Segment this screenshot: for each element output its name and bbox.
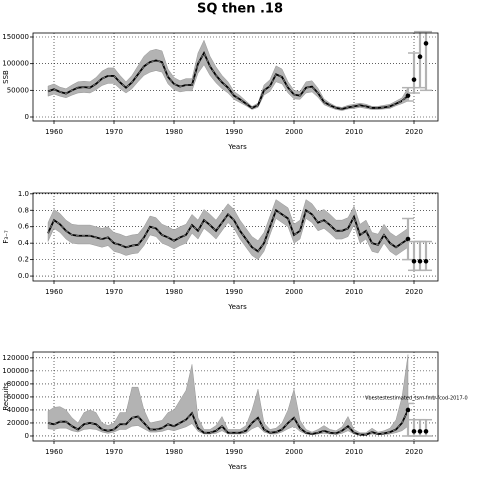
- projection-point: [423, 41, 429, 46]
- y-tick-label: 0.0: [18, 272, 29, 280]
- x-tick-label: 1960: [45, 448, 63, 456]
- projection-point: [411, 258, 417, 264]
- x-axis-label: Years: [227, 143, 247, 151]
- y-tick-label: 1.0: [18, 190, 29, 198]
- x-tick-label: 1990: [225, 448, 243, 456]
- y-tick-label: 100000: [2, 367, 29, 375]
- x-tick-label: 1980: [165, 448, 183, 456]
- projection-point: [417, 54, 423, 60]
- y-tick-label: 0.4: [18, 239, 30, 247]
- y-tick-label: 80000: [7, 380, 29, 388]
- projection-point: [423, 258, 429, 264]
- x-axis-label: Years: [227, 463, 247, 471]
- projection-point: [423, 429, 429, 434]
- plot-frame: [32, 192, 439, 282]
- x-tick-label: 2020: [405, 128, 423, 136]
- y-tick-label: 0.6: [18, 223, 30, 231]
- y-tick-label: 120000: [2, 354, 29, 362]
- y-tick-label: 20000: [7, 419, 29, 427]
- y-tick-label: 0.2: [18, 256, 29, 264]
- projection-point: [405, 93, 411, 98]
- x-axis-label: Years: [227, 303, 247, 311]
- x-tick-label: 1980: [165, 288, 183, 296]
- x-tick-label: 2000: [285, 128, 303, 136]
- y-axis-label: SSB: [2, 70, 10, 84]
- y-tick-label: 60000: [7, 393, 29, 401]
- plot-frame: [32, 351, 439, 442]
- median-line-dash: [47, 209, 409, 252]
- y-tick-label: 0.8: [18, 206, 29, 214]
- y-tick-label: 150000: [2, 33, 29, 41]
- panel: 1960 1970 1980 1990 2000 2010 2020 0 20000 40000 6…: [2, 351, 468, 471]
- projection-point: [405, 407, 411, 413]
- x-tick-label: 2020: [405, 448, 423, 456]
- y-axis-label: Recruits: [2, 382, 10, 411]
- x-tick-label: 2020: [405, 288, 423, 296]
- y-tick-label: 0: [25, 432, 29, 440]
- x-tick-label: 1980: [165, 128, 183, 136]
- x-tick-label: 1970: [105, 128, 123, 136]
- plot-frame: [32, 32, 439, 122]
- median-line-dash: [47, 52, 409, 110]
- x-tick-label: 2010: [345, 448, 363, 456]
- y-tick-label: 40000: [7, 406, 29, 414]
- x-tick-label: 2010: [345, 288, 363, 296]
- panel: 1960 1970 1980 1990 2000 2010 2020 0.0 0.2 0.4 0.6…: [2, 190, 439, 311]
- projection-point: [411, 429, 417, 434]
- projection-point: [405, 236, 411, 242]
- y-axis-label: F₃₋₇: [2, 230, 10, 244]
- projection-point: [411, 77, 417, 82]
- x-tick-label: 1960: [45, 128, 63, 136]
- x-tick-label: 1960: [45, 288, 63, 296]
- x-tick-label: 2000: [285, 288, 303, 296]
- x-tick-label: 1970: [105, 448, 123, 456]
- x-tick-label: 1990: [225, 128, 243, 136]
- panel: 1960 1970 1980 1990 2000 2010 2020 0 50000 100000…: [2, 30, 439, 151]
- x-tick-label: 1990: [225, 288, 243, 296]
- median-line-dash: [47, 409, 409, 436]
- x-tick-label: 1970: [105, 288, 123, 296]
- figure-title: SQ then .18: [197, 2, 283, 17]
- projection-point: [417, 429, 423, 434]
- x-tick-label: 2000: [285, 448, 303, 456]
- annotation: Vbestestestimated_tsm-fmb-fcod-2017-0: [365, 396, 468, 402]
- x-tick-label: 2010: [345, 128, 363, 136]
- y-tick-label: 50000: [7, 86, 29, 94]
- projection-point: [417, 258, 423, 264]
- y-tick-label: 0: [25, 113, 29, 121]
- y-tick-label: 100000: [2, 60, 29, 68]
